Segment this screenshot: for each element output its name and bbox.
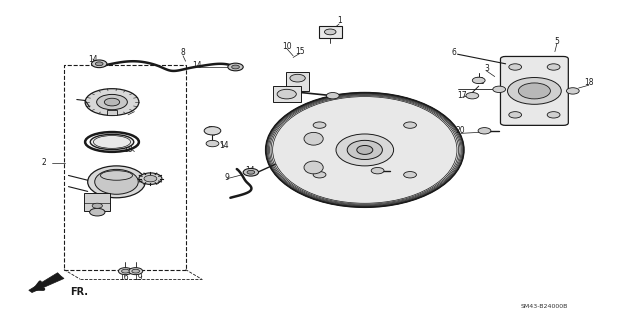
Circle shape: [92, 60, 107, 68]
Circle shape: [566, 88, 579, 94]
Text: 1: 1: [337, 16, 342, 25]
Text: SM43-B24000B: SM43-B24000B: [520, 304, 568, 309]
Circle shape: [326, 93, 339, 99]
Ellipse shape: [88, 166, 145, 198]
Ellipse shape: [357, 145, 372, 154]
Bar: [273, 86, 301, 102]
Text: 2: 2: [41, 158, 46, 167]
Text: FR.: FR.: [70, 287, 88, 297]
Circle shape: [104, 98, 120, 106]
Text: 5: 5: [554, 37, 559, 46]
Circle shape: [247, 170, 255, 174]
Circle shape: [232, 65, 239, 69]
Text: 14: 14: [219, 141, 229, 150]
Polygon shape: [29, 273, 64, 293]
Circle shape: [547, 64, 560, 70]
Text: 4: 4: [154, 177, 159, 186]
Circle shape: [518, 83, 550, 99]
Circle shape: [324, 29, 336, 35]
Text: 3: 3: [484, 64, 489, 73]
Circle shape: [478, 128, 491, 134]
Circle shape: [122, 269, 129, 273]
Ellipse shape: [347, 140, 383, 160]
Circle shape: [313, 122, 326, 128]
Circle shape: [508, 78, 561, 104]
Circle shape: [95, 62, 103, 66]
Ellipse shape: [304, 132, 323, 145]
Ellipse shape: [304, 161, 323, 174]
Text: 19: 19: [132, 273, 143, 282]
Circle shape: [243, 168, 259, 176]
Circle shape: [547, 112, 560, 118]
Text: 9: 9: [225, 173, 230, 182]
Circle shape: [466, 93, 479, 99]
Ellipse shape: [100, 171, 132, 180]
Circle shape: [90, 208, 105, 216]
Circle shape: [97, 94, 127, 110]
Text: 12: 12: [124, 104, 132, 113]
Text: 7: 7: [207, 126, 212, 135]
Ellipse shape: [95, 169, 138, 194]
Circle shape: [493, 86, 506, 93]
Circle shape: [404, 122, 417, 128]
Circle shape: [472, 77, 485, 84]
Text: 20: 20: [456, 126, 466, 135]
Circle shape: [118, 268, 132, 275]
Text: 13: 13: [123, 145, 133, 154]
Text: 14: 14: [88, 55, 98, 63]
Circle shape: [277, 89, 296, 99]
Text: 8: 8: [180, 48, 185, 57]
Circle shape: [404, 172, 417, 178]
Circle shape: [92, 203, 102, 208]
Text: 11: 11: [476, 77, 484, 86]
Bar: [319, 26, 342, 38]
Circle shape: [139, 173, 162, 184]
Circle shape: [206, 140, 219, 147]
Circle shape: [290, 74, 305, 82]
Bar: [286, 72, 309, 91]
Ellipse shape: [90, 134, 134, 150]
FancyBboxPatch shape: [500, 56, 568, 125]
Circle shape: [132, 269, 140, 273]
Text: 14: 14: [192, 61, 202, 70]
Ellipse shape: [266, 93, 464, 207]
Text: 6: 6: [452, 48, 457, 57]
Text: 17: 17: [457, 91, 467, 100]
Circle shape: [313, 172, 326, 178]
Text: 10: 10: [282, 42, 292, 51]
Circle shape: [144, 175, 157, 182]
Circle shape: [509, 64, 522, 70]
Bar: [84, 193, 110, 211]
Bar: [107, 110, 117, 115]
Text: 14: 14: [244, 166, 255, 175]
Text: 18: 18: [584, 78, 593, 87]
Circle shape: [509, 112, 522, 118]
Text: 15: 15: [294, 47, 305, 56]
Circle shape: [228, 63, 243, 71]
Circle shape: [129, 268, 143, 275]
Circle shape: [204, 127, 221, 135]
Circle shape: [85, 89, 139, 115]
Ellipse shape: [336, 134, 394, 166]
Text: 16: 16: [118, 273, 129, 282]
Circle shape: [371, 167, 384, 174]
